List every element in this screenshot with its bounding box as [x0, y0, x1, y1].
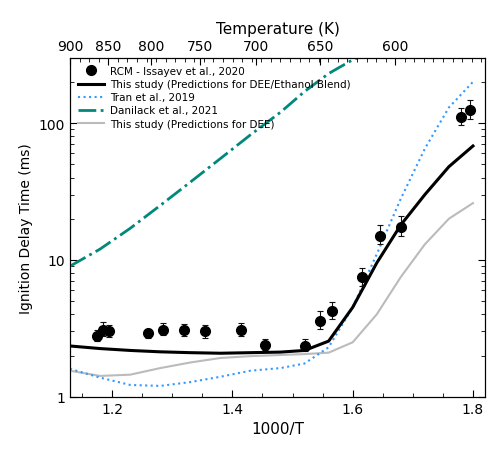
This study (Predictions for DEE): [446, 216, 452, 222]
This study (Predictions for DEE): [248, 354, 254, 359]
This study (Predictions for DEE): [470, 201, 476, 207]
Danilack et al., 2021: [398, 41, 404, 46]
Danilack et al., 2021: [67, 264, 73, 269]
This study (Predictions for DEE): [188, 360, 194, 365]
This study (Predictions for DEE/Ethanol Blend): [446, 165, 452, 170]
This study (Predictions for DEE/Ethanol Blend): [374, 261, 380, 266]
Line: Tran et al., 2019: Tran et al., 2019: [70, 83, 473, 386]
Tran et al., 2019: [218, 374, 224, 380]
This study (Predictions for DEE): [67, 368, 73, 373]
Danilack et al., 2021: [157, 203, 163, 209]
This study (Predictions for DEE): [350, 340, 356, 345]
This study (Predictions for DEE): [422, 242, 428, 248]
This study (Predictions for DEE): [97, 373, 103, 379]
X-axis label: Temperature (K): Temperature (K): [216, 22, 340, 37]
This study (Predictions for DEE/Ethanol Blend): [422, 193, 428, 198]
Danilack et al., 2021: [350, 58, 356, 63]
This study (Predictions for DEE/Ethanol Blend): [218, 351, 224, 356]
This study (Predictions for DEE/Ethanol Blend): [188, 350, 194, 355]
Danilack et al., 2021: [326, 72, 332, 77]
Danilack et al., 2021: [188, 180, 194, 185]
Tran et al., 2019: [157, 383, 163, 389]
Tran et al., 2019: [127, 382, 133, 388]
This study (Predictions for DEE): [278, 353, 283, 358]
Tran et al., 2019: [302, 361, 308, 366]
Tran et al., 2019: [67, 366, 73, 372]
This study (Predictions for DEE/Ethanol Blend): [302, 348, 308, 354]
This study (Predictions for DEE/Ethanol Blend): [278, 350, 283, 355]
This study (Predictions for DEE/Ethanol Blend): [326, 339, 332, 344]
Danilack et al., 2021: [127, 226, 133, 231]
This study (Predictions for DEE/Ethanol Blend): [67, 344, 73, 349]
This study (Predictions for DEE/Ethanol Blend): [97, 346, 103, 351]
Danilack et al., 2021: [248, 133, 254, 138]
Tran et al., 2019: [446, 106, 452, 111]
This study (Predictions for DEE/Ethanol Blend): [470, 144, 476, 149]
This study (Predictions for DEE): [302, 352, 308, 357]
This study (Predictions for DEE/Ethanol Blend): [398, 223, 404, 228]
Line: Danilack et al., 2021: Danilack et al., 2021: [70, 43, 401, 267]
This study (Predictions for DEE/Ethanol Blend): [248, 350, 254, 355]
This study (Predictions for DEE/Ethanol Blend): [157, 350, 163, 355]
Tran et al., 2019: [470, 80, 476, 85]
Tran et al., 2019: [326, 345, 332, 350]
Tran et al., 2019: [188, 380, 194, 385]
This study (Predictions for DEE/Ethanol Blend): [350, 305, 356, 310]
Danilack et al., 2021: [97, 247, 103, 252]
Tran et al., 2019: [374, 252, 380, 258]
This study (Predictions for DEE/Ethanol Blend): [127, 348, 133, 354]
Tran et al., 2019: [422, 147, 428, 152]
Tran et al., 2019: [278, 366, 283, 371]
Legend: RCM - Issayev et al., 2020, This study (Predictions for DEE/Ethanol Blend), Tran: RCM - Issayev et al., 2020, This study (…: [75, 64, 353, 133]
Tran et al., 2019: [248, 368, 254, 373]
Danilack et al., 2021: [302, 90, 308, 95]
Y-axis label: Ignition Delay Time (ms): Ignition Delay Time (ms): [19, 143, 33, 313]
Danilack et al., 2021: [374, 49, 380, 54]
This study (Predictions for DEE): [157, 366, 163, 371]
This study (Predictions for DEE): [127, 372, 133, 377]
Danilack et al., 2021: [218, 156, 224, 162]
This study (Predictions for DEE): [398, 275, 404, 280]
This study (Predictions for DEE): [218, 355, 224, 361]
Tran et al., 2019: [398, 197, 404, 202]
This study (Predictions for DEE): [374, 312, 380, 318]
This study (Predictions for DEE): [326, 350, 332, 355]
Line: This study (Predictions for DEE): This study (Predictions for DEE): [70, 204, 473, 376]
Tran et al., 2019: [350, 305, 356, 310]
Tran et al., 2019: [97, 375, 103, 381]
Line: This study (Predictions for DEE/Ethanol Blend): This study (Predictions for DEE/Ethanol …: [70, 147, 473, 354]
Danilack et al., 2021: [278, 110, 283, 115]
X-axis label: 1000/T: 1000/T: [251, 421, 304, 436]
